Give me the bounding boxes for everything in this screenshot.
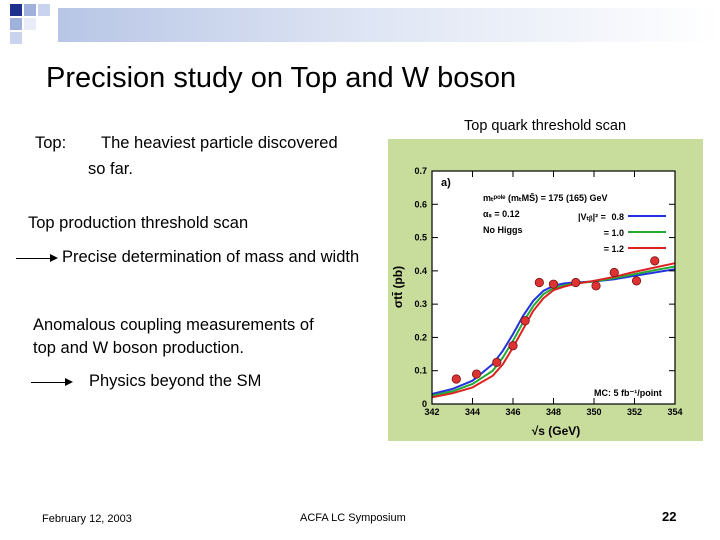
mc-note: MC: 5 fb⁻¹/point [594, 388, 662, 398]
figure-caption: Top quark threshold scan [464, 118, 627, 134]
data-point [451, 374, 461, 384]
threshold-scan-text: Top production threshold scan [28, 214, 249, 232]
slide-title: Precision study on Top and W boson [46, 62, 517, 94]
footer-date: February 12, 2003 [42, 513, 132, 525]
x-tick-label: 346 [505, 407, 520, 417]
legend-label: 0.8 [611, 212, 624, 222]
arrow-right-icon [31, 378, 73, 386]
precise-determination-text: Precise determination of mass and width [62, 248, 360, 266]
top-text-line2: so far. [88, 160, 133, 178]
y-tick-label: 0.2 [414, 332, 427, 342]
chart-panel: 342 344 346 348 350 352 354 0 0.1 0.2 0.3 0.4 0.5 0.6… [388, 139, 703, 441]
anomalous-coupling-line1: Anomalous coupling measurements of [33, 316, 314, 334]
param-higgs: No Higgs [483, 225, 523, 235]
x-tick-label: 350 [586, 407, 601, 417]
data-point [520, 316, 530, 326]
footer-event: ACFA LC Symposium [300, 512, 406, 524]
anomalous-coupling-line2: top and W boson production. [33, 339, 244, 357]
top-text-line1: The heaviest particle discovered [101, 134, 338, 152]
x-tick-label: 354 [667, 407, 682, 417]
top-label: Top: [35, 134, 67, 152]
y-tick-label: 0.7 [414, 166, 427, 176]
data-point [492, 357, 502, 367]
y-tick-label: 0.6 [414, 199, 427, 209]
y-axis-label: σtt̄ (pb) [391, 266, 405, 308]
panel-label: a) [441, 177, 451, 189]
header-band [58, 8, 720, 42]
data-point [631, 276, 642, 286]
y-tick-label: 0.1 [414, 366, 427, 376]
threshold-scan-chart: 342 344 346 348 350 352 354 0 0.1 0.2 0.3 0.4 0.5 0.6… [391, 166, 683, 438]
legend-label: = 1.2 [604, 244, 624, 254]
x-tick-label: 344 [465, 407, 480, 417]
param-alpha-s: αₛ = 0.12 [483, 209, 520, 219]
series-line-1-0 [431, 265, 676, 397]
param-mass: mₜᵖᵒˡᵉ (mₜMS̄) = 175 (165) GeV [483, 193, 607, 203]
data-point [548, 279, 559, 289]
x-tick-label: 342 [424, 407, 439, 417]
data-point [650, 256, 660, 266]
y-tick-label: 0 [422, 399, 427, 409]
physics-beyond-sm-text: Physics beyond the SM [89, 372, 262, 390]
data-point [591, 281, 601, 291]
x-tick-label: 352 [627, 407, 642, 417]
data-point [571, 277, 581, 288]
legend-label: = 1.0 [604, 228, 624, 238]
legend-prefix: |Vₜᵦ|² = [578, 212, 606, 222]
data-point [471, 369, 482, 379]
corner-decoration [10, 4, 50, 44]
y-tick-label: 0.5 [414, 233, 427, 243]
data-point [508, 341, 518, 351]
data-point [609, 267, 619, 278]
page-number: 22 [662, 509, 677, 524]
x-tick-label: 348 [546, 407, 561, 417]
data-point [534, 277, 544, 288]
y-tick-label: 0.4 [414, 266, 427, 276]
y-tick-label: 0.3 [414, 299, 427, 309]
x-axis-label: √s (GeV) [532, 424, 581, 438]
arrow-right-icon [16, 254, 58, 262]
series-line-1-2 [431, 262, 676, 399]
series-line-0-8 [431, 268, 676, 395]
